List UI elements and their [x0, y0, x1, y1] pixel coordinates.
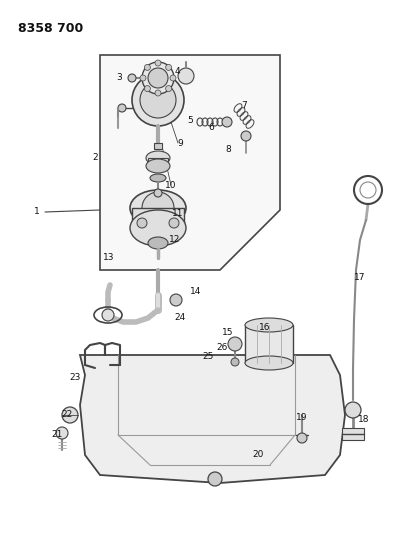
- Circle shape: [154, 189, 162, 197]
- Text: 13: 13: [103, 254, 115, 262]
- Circle shape: [221, 117, 231, 127]
- Text: 17: 17: [353, 273, 365, 282]
- Circle shape: [128, 74, 136, 82]
- Bar: [148, 158, 168, 166]
- Circle shape: [296, 433, 306, 443]
- Ellipse shape: [150, 174, 166, 182]
- Circle shape: [165, 64, 171, 70]
- Text: 4: 4: [174, 67, 180, 76]
- Circle shape: [148, 68, 168, 88]
- Bar: [245, 325, 292, 363]
- Circle shape: [132, 74, 184, 126]
- Circle shape: [155, 60, 161, 66]
- Bar: [341, 428, 363, 440]
- Text: 11: 11: [172, 208, 183, 217]
- Text: 26: 26: [216, 343, 227, 352]
- Text: 23: 23: [69, 374, 81, 383]
- Circle shape: [207, 472, 221, 486]
- Text: 5: 5: [187, 116, 192, 125]
- Text: 9: 9: [177, 139, 182, 148]
- Ellipse shape: [148, 237, 168, 249]
- Text: 22: 22: [61, 410, 72, 419]
- Text: 25: 25: [202, 352, 213, 361]
- Circle shape: [170, 75, 175, 81]
- Text: 15: 15: [222, 328, 233, 337]
- Circle shape: [344, 402, 360, 418]
- Circle shape: [56, 427, 68, 439]
- Ellipse shape: [130, 190, 186, 226]
- Circle shape: [139, 82, 175, 118]
- Text: 14: 14: [190, 287, 201, 295]
- Circle shape: [170, 294, 182, 306]
- Circle shape: [230, 358, 238, 366]
- Circle shape: [227, 337, 241, 351]
- Text: 16: 16: [258, 324, 270, 333]
- Text: 8: 8: [225, 144, 230, 154]
- Text: 12: 12: [169, 235, 180, 244]
- Polygon shape: [100, 55, 279, 270]
- Text: 7: 7: [240, 101, 246, 109]
- Bar: [154, 143, 162, 149]
- Text: 10: 10: [165, 181, 176, 190]
- Circle shape: [142, 192, 173, 224]
- Circle shape: [240, 131, 250, 141]
- Text: 1: 1: [34, 207, 40, 216]
- Circle shape: [144, 64, 150, 70]
- Text: 18: 18: [357, 416, 369, 424]
- Circle shape: [137, 218, 147, 228]
- Text: 6: 6: [208, 123, 213, 132]
- Text: 19: 19: [296, 414, 307, 423]
- Ellipse shape: [146, 159, 170, 173]
- Text: 3: 3: [116, 72, 121, 82]
- Text: 8358 700: 8358 700: [18, 22, 83, 35]
- Ellipse shape: [245, 356, 292, 370]
- Polygon shape: [80, 355, 344, 483]
- Text: 2: 2: [92, 152, 98, 161]
- Ellipse shape: [130, 210, 186, 246]
- Text: 20: 20: [252, 450, 263, 459]
- Bar: [132, 208, 184, 228]
- Circle shape: [178, 68, 193, 84]
- Circle shape: [155, 90, 161, 96]
- Circle shape: [165, 86, 171, 92]
- Circle shape: [102, 309, 114, 321]
- Text: 24: 24: [174, 312, 185, 321]
- Circle shape: [118, 104, 126, 112]
- Ellipse shape: [146, 151, 170, 165]
- Circle shape: [169, 218, 179, 228]
- Circle shape: [139, 75, 146, 81]
- Circle shape: [142, 62, 173, 94]
- Text: 21: 21: [51, 431, 63, 440]
- Circle shape: [144, 86, 150, 92]
- Ellipse shape: [245, 318, 292, 332]
- Circle shape: [62, 407, 78, 423]
